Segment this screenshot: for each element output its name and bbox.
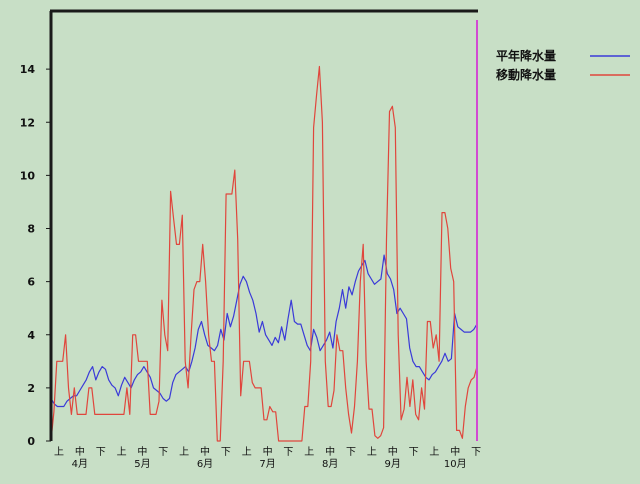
y-tick-label: 2 — [27, 382, 35, 395]
x-month-label: 9月 — [385, 458, 401, 470]
x-sub-label: 中 — [137, 445, 147, 458]
x-sub-label: 上 — [429, 446, 439, 458]
series-line-moving — [50, 65, 478, 442]
x-sub-label: 下 — [283, 447, 293, 458]
y-axis: 0 2 4 6 8 10 12 14 — [20, 63, 51, 448]
series-lines — [50, 65, 478, 442]
x-sub-label: 中 — [450, 445, 460, 458]
x-sub-label: 上 — [54, 446, 64, 458]
y-tick-label: 8 — [27, 223, 35, 236]
y-tick-label: 14 — [20, 63, 36, 76]
x-sub-label: 上 — [117, 446, 127, 458]
x-sub-label: 中 — [75, 445, 85, 458]
y-tick-label: 0 — [27, 435, 35, 448]
x-sub-label: 下 — [409, 447, 419, 458]
x-month-label: 4月 — [72, 458, 88, 470]
x-sub-label: 上 — [179, 446, 189, 458]
series-line-normal — [50, 254, 478, 408]
y-tick-label: 6 — [27, 276, 35, 289]
x-axis: 上中下上中下上中下上中下上中下上中下上中下4月 5月 6月 7月 8月 9月 10月 — [54, 445, 481, 470]
x-month-label: 6月 — [197, 458, 213, 470]
y-tick-label: 12 — [20, 116, 35, 129]
legend-label-normal: 平年降水量 — [496, 48, 556, 63]
legend: 平年降水量 移動降水量 — [496, 48, 630, 82]
x-sub-label: 上 — [367, 446, 377, 458]
x-sub-label: 下 — [471, 447, 481, 458]
y-tick-label: 10 — [20, 169, 36, 182]
x-sub-label: 下 — [158, 447, 168, 458]
x-month-label: 5月 — [134, 458, 150, 470]
y-tick-label: 4 — [27, 329, 35, 342]
x-sub-label: 下 — [96, 447, 106, 458]
x-month-label: 7月 — [259, 458, 275, 470]
x-month-label: 10月 — [444, 458, 467, 470]
x-sub-label: 上 — [304, 446, 314, 458]
legend-label-moving: 移動降水量 — [496, 67, 556, 82]
x-sub-label: 下 — [346, 447, 356, 458]
x-month-label: 8月 — [322, 458, 338, 470]
x-sub-label: 中 — [263, 445, 273, 458]
x-sub-label: 中 — [325, 445, 335, 458]
x-sub-label: 下 — [221, 447, 231, 458]
x-sub-label: 上 — [242, 446, 252, 458]
x-sub-label: 中 — [200, 445, 210, 458]
x-sub-label: 中 — [388, 445, 398, 458]
